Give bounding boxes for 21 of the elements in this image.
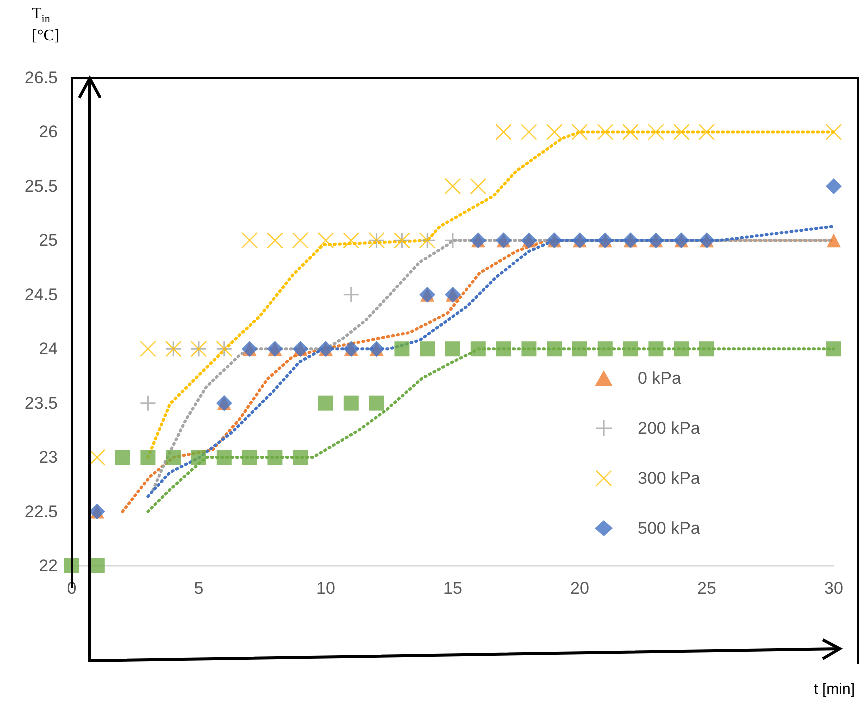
text: t [min] [814, 681, 856, 698]
x-tick-label: 20 [570, 579, 590, 598]
y-tick-label: 26 [39, 122, 58, 142]
x-tick-label: 10 [316, 579, 336, 598]
y-tick-label: 25 [39, 231, 58, 250]
legend-label: 0 kPa [638, 369, 682, 388]
y-tick-label: 24 [39, 340, 58, 359]
x-tick-label: 30 [824, 579, 844, 598]
y-tick-label: 24.5 [24, 285, 58, 304]
x-tick-label: 25 [698, 579, 716, 598]
y-tick-label: 25.5 [24, 176, 58, 196]
y-tick-label: 22 [39, 556, 58, 576]
legend-label: 300 kPa [638, 469, 701, 488]
y-tick-label: 23 [39, 448, 58, 468]
x-tick-label: 5 [194, 579, 204, 598]
legend-label: 500 kPa [638, 519, 701, 538]
x-tick-label: 15 [444, 579, 462, 598]
y-tick-label: 22.5 [24, 502, 58, 522]
y-tick-label: 26.5 [24, 68, 58, 88]
y-tick-label: 23.5 [24, 394, 58, 413]
legend-label: 200 kPa [638, 419, 701, 438]
